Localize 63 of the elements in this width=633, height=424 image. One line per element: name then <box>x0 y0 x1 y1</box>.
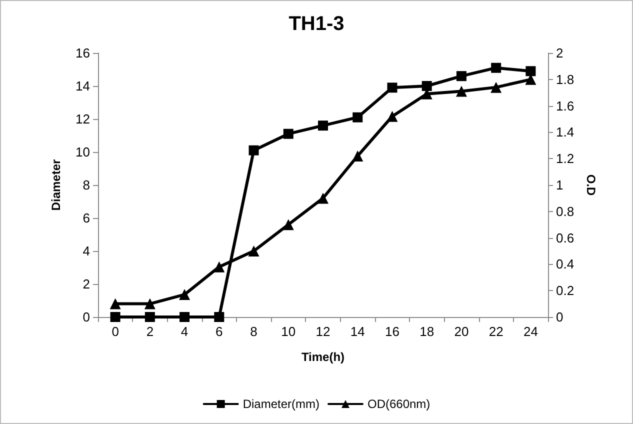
y-tick-label: 16 <box>76 46 90 60</box>
x-tick-label: 6 <box>216 324 223 339</box>
y2-tick-label: 1 <box>556 178 564 192</box>
point <box>248 145 259 156</box>
point <box>110 312 120 322</box>
point <box>352 150 364 162</box>
y2-axis-title: O.D <box>584 174 598 196</box>
y2-tick-label: 1.2 <box>556 151 574 166</box>
point <box>456 86 467 97</box>
x-tick-label: 0 <box>112 324 119 339</box>
x-tick-label: 8 <box>250 324 258 339</box>
y2-tick-label: 0.2 <box>556 283 574 298</box>
point <box>422 81 432 91</box>
y2-tick-label: 0.4 <box>556 256 574 272</box>
y-axis-title: Diameter <box>49 158 63 211</box>
x-tick-label: 10 <box>281 324 296 339</box>
y-tick-label: 12 <box>76 112 90 126</box>
y-tick-label: 6 <box>82 210 90 226</box>
legend-label: Diameter(mm) <box>242 397 320 411</box>
point <box>386 110 398 122</box>
x-tick-label: 20 <box>454 324 469 339</box>
y2-tick-label: 2 <box>556 46 564 60</box>
x-tick-label: 24 <box>523 324 538 339</box>
point <box>490 82 502 93</box>
point <box>491 62 502 73</box>
y2-tick-label: 1.6 <box>556 98 574 114</box>
y2-tick-label: 0 <box>556 310 564 324</box>
y-tick-label: 14 <box>76 78 90 94</box>
x-tick-label: 14 <box>350 324 365 339</box>
x-tick-label: 16 <box>384 324 400 339</box>
y-tick-label: 8 <box>82 178 90 192</box>
point <box>248 246 260 256</box>
y2-tick-label: 1.4 <box>556 124 574 140</box>
x-tick-label: 2 <box>146 324 154 339</box>
x-tick-label: 4 <box>180 324 188 339</box>
point <box>283 128 294 139</box>
x-tick-label: 12 <box>316 324 330 339</box>
point <box>318 120 328 131</box>
y-tick-label: 10 <box>76 144 90 160</box>
point <box>318 192 328 204</box>
x-tick-label: 22 <box>488 324 504 339</box>
y-tick-label: 0 <box>82 310 90 324</box>
point <box>282 219 294 230</box>
point <box>387 82 398 93</box>
y-tick-label: 2 <box>82 276 90 292</box>
point <box>526 66 536 76</box>
point <box>144 298 156 310</box>
point <box>214 261 225 272</box>
point <box>352 112 363 122</box>
point <box>456 71 466 82</box>
y2-tick-label: 0.8 <box>556 204 574 219</box>
point <box>214 312 224 322</box>
point <box>144 312 155 322</box>
chart-title: TH1-3 <box>288 13 344 35</box>
y2-tick-label: 1.8 <box>556 72 574 87</box>
x-axis-title: Time(h) <box>301 350 345 364</box>
point <box>110 298 121 310</box>
y-tick-label: 4 <box>82 244 90 258</box>
legend-label: OD(660nm) <box>367 397 430 411</box>
point <box>180 312 190 322</box>
point <box>179 289 190 300</box>
x-tick-label: 18 <box>420 324 434 339</box>
y2-tick-label: 0.6 <box>556 230 574 246</box>
